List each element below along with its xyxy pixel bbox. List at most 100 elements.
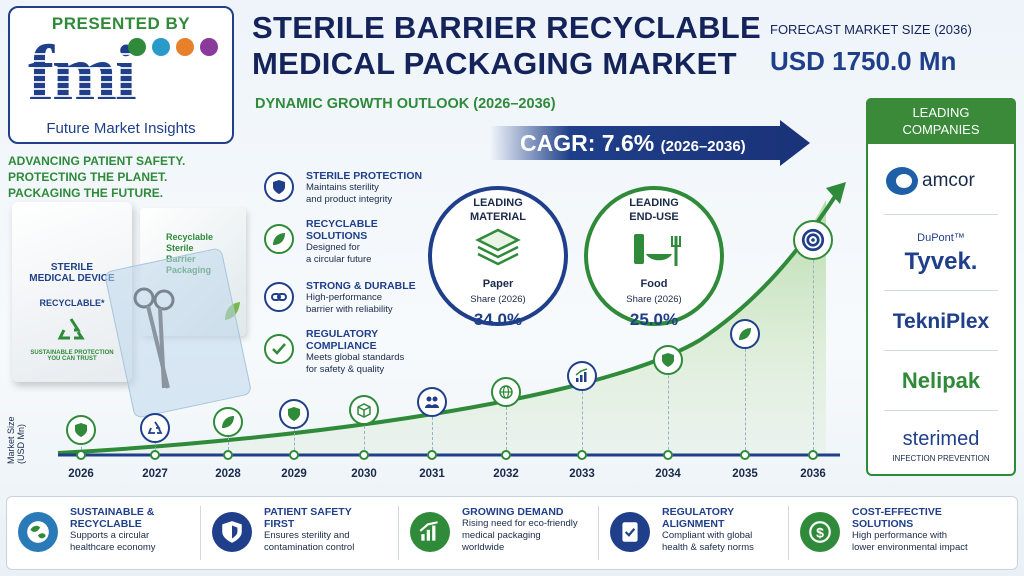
timeline-dot [359,450,369,460]
box-label-line: Sterile [166,243,194,253]
leading-material-label: LEADING MATERIAL [428,196,568,224]
feature-item: RECYCLABLE SOLUTIONS Designed for a circ… [306,218,378,266]
shield-icon [279,399,309,429]
leading-enduse-value: 25.0% [629,310,679,329]
benefit-title: PATIENT SAFETY [264,506,352,518]
logo-box: PRESENTED BY fmi Future Market Insights [8,6,234,144]
header-line: LEADING [912,105,970,120]
timeline-connector [813,240,814,455]
pouch-label-line: STERILE [50,262,94,273]
amcor-logo-icon [886,167,918,195]
page-title: STERILE BARRIER RECYCLABLE MEDICAL PACKA… [252,10,761,82]
tagline-line: PROTECTING THE PLANET. [8,170,168,184]
axis-label-line: (USD Mn) [16,424,26,464]
logo-stripes [28,48,218,118]
food-icon [634,234,681,266]
tagline-line: PACKAGING THE FUTURE. [8,186,164,200]
feature-check-icon [264,334,294,364]
benefit-desc: Ensures sterility and [264,530,350,541]
benefit-desc: lower environmental impact [852,542,968,553]
leading-enduse-label: LEADING END-USE [584,196,724,224]
benefit-desc: healthcare economy [70,542,156,553]
benefit-desc: High performance with [852,530,948,541]
shield-icon [66,415,96,445]
feature-leaf-icon [264,224,294,254]
globe-leaf-icon [18,512,58,552]
benefit-divider [398,506,399,560]
shield-icon [653,345,683,375]
benefit-title: RECYCLABLE [70,518,142,530]
title-line-2: MEDICAL PACKAGING MARKET [252,46,737,81]
benefit-divider [788,506,789,560]
growth-chart-icon [410,512,450,552]
feature-desc: and product integrity [306,194,393,205]
benefit-text: PATIENT SAFETY FIRST Ensures sterility and… [264,506,404,554]
box-icon [349,395,379,425]
benefit-title: ALIGNMENT [662,518,725,530]
company-nelipak: Nelipak [901,368,981,393]
timeline-year: 2028 [215,468,241,480]
feature-desc: for safety & quality [306,364,385,375]
feature-title: STERILE PROTECTION [306,170,423,182]
label-line: LEADING [473,197,523,209]
timeline-connector [582,376,583,455]
label-line: LEADING [629,197,679,209]
cagr-value: CAGR: 7.6% (2026–2036) [520,130,746,157]
benefit-title: FIRST [264,518,295,530]
pouch-small-line: SUSTAINABLE PROTECTION [30,350,114,356]
cagr-arrow-icon [490,120,810,166]
people-icon [417,387,447,417]
timeline-connector [745,334,746,455]
divider [884,290,998,291]
benefit-desc: medical packaging [462,530,541,541]
axis-label: Market Size (USD Mn) [6,416,26,464]
timeline-dot [223,450,233,460]
timeline-connector [668,360,669,455]
timeline-year: 2029 [281,468,307,480]
divider [884,350,998,351]
recycle-icon [57,318,85,340]
pouch-label-line: MEDICAL DEVICE [29,273,115,284]
timeline-connector [432,402,433,455]
timeline-year: 2035 [732,468,758,480]
pouch-recyclable: RECYCLABLE* [39,298,105,308]
feature-desc: Maintains sterility [306,182,379,193]
leaf-icon [730,319,760,349]
timeline-connector [294,414,295,455]
pouch-small-text: SUSTAINABLE PROTECTION YOU CAN TRUST [14,350,130,362]
benefit-desc: Supports a circular [70,530,150,541]
box-label-line: Recyclable [166,232,214,242]
feature-desc: a circular future [306,254,372,265]
logo-dot-purple-icon [200,38,218,56]
forecast-value: USD 1750.0 Mn [770,46,957,76]
cagr-main: CAGR: 7.6% [520,130,655,156]
feature-desc: barrier with reliability [306,304,393,315]
timeline-year: 2027 [142,468,168,480]
feature-title: REGULATORY [306,328,379,340]
benefit-text: COST-EFFECTIVE SOLUTIONS High performance … [852,506,1012,554]
timeline-dot [808,450,818,460]
benefit-desc: Rising need for eco-friendly [462,518,578,529]
timeline-year: 2030 [351,468,377,480]
leading-enduse-name: Food [640,278,668,290]
timeline-dot [289,450,299,460]
company-tyvek: Tyvek. [904,248,978,275]
tagline-line: ADVANCING PATIENT SAFETY. [8,154,186,168]
label-line: MATERIAL [469,211,526,223]
timeline-year: 2032 [493,468,519,480]
company-dupont: DuPont™ [917,232,965,244]
forecast-label: FORECAST MARKET SIZE (2036) [770,22,972,37]
scissors-icon [133,287,175,389]
timeline-year: 2034 [655,468,681,480]
leaf-icon [213,407,243,437]
cagr-period: (2026–2036) [660,138,746,155]
company-sterimed: sterimed [902,428,980,450]
leading-material-share-label: Share (2026) [470,294,526,305]
growth-chart-icon [567,361,597,391]
timeline-year: 2033 [569,468,595,480]
timeline-dot [663,450,673,460]
feature-item: REGULATORY COMPLIANCE Meets global stand… [306,328,404,376]
timeline-dot [427,450,437,460]
title-line-1: STERILE BARRIER RECYCLABLE [252,10,761,45]
presented-by-label: PRESENTED BY [51,14,191,33]
